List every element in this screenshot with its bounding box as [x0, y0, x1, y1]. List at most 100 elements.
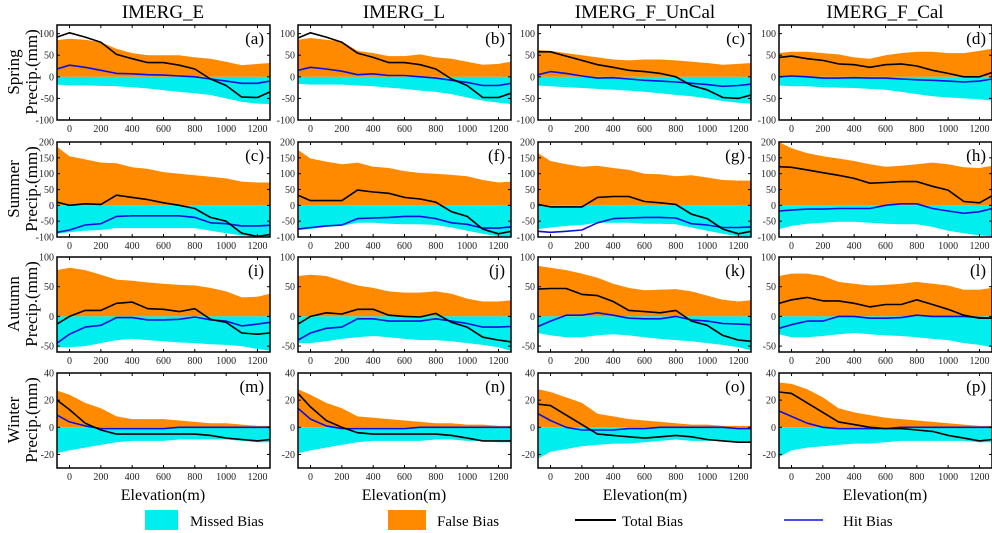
- column-titles: IMERG_E IMERG_L IMERG_F_UnCal IMERG_F_Ca…: [122, 2, 944, 23]
- x-tick-label: 0: [548, 241, 553, 252]
- missed-bias-area: [298, 427, 511, 454]
- y-tick-label: 50: [285, 185, 295, 196]
- x-tick-label: 200: [334, 124, 349, 135]
- panel-letter-label: (f): [488, 146, 505, 165]
- y-tick-label: 0: [771, 201, 776, 212]
- x-tick-label: 0: [67, 124, 72, 135]
- y-tick-label: 100: [761, 169, 776, 180]
- total-bias-line: [298, 31, 511, 99]
- plot-area: [57, 31, 270, 104]
- y-tick-label: -20: [282, 450, 295, 461]
- false-bias-area: [57, 38, 270, 77]
- panel-p: 0 200 400 600 800 1000 1200 -20 0 20 40 (p): [763, 369, 992, 483]
- x-tick-label: 0: [67, 241, 72, 252]
- y-tick-label: 0: [290, 423, 295, 434]
- panel-letter-label: (b): [485, 29, 505, 48]
- false-bias-area: [538, 389, 751, 428]
- x-tick-label: 200: [574, 472, 589, 483]
- plot-area: [57, 146, 270, 237]
- x-tick-label: 0: [789, 356, 794, 367]
- x-tick-label: 800: [668, 356, 683, 367]
- plot-area: [538, 265, 751, 351]
- y-tick-label: -50: [522, 342, 535, 353]
- y-tick-label: 100: [761, 253, 776, 264]
- x-tick-label: 200: [815, 124, 830, 135]
- plot-area: [538, 389, 751, 459]
- hit-bias-line: [57, 64, 270, 85]
- x-tick-label: 1200: [247, 356, 267, 367]
- panel-letter-label: (i): [248, 261, 264, 280]
- x-tick-label: 800: [187, 356, 202, 367]
- x-tick-label: 200: [93, 124, 108, 135]
- y-tick-label: -50: [522, 217, 535, 228]
- y-tick-label: 100: [520, 169, 535, 180]
- y-tick-label: 50: [44, 282, 54, 293]
- y-tick-label: -100: [517, 116, 535, 127]
- missed-bias-area: [779, 76, 992, 101]
- x-tick-label: 600: [637, 472, 652, 483]
- x-tick-label: 600: [397, 472, 412, 483]
- panel-letter-label: (p): [966, 377, 986, 396]
- x-tick-label: 600: [156, 356, 171, 367]
- y-tick-label: -50: [282, 342, 295, 353]
- total-bias-line: [779, 391, 992, 442]
- x-tick-label: 200: [93, 472, 108, 483]
- hit-bias-line: [538, 311, 751, 328]
- plot-area: [538, 50, 751, 104]
- x-tick-label: 400: [606, 472, 621, 483]
- y-tick-label: 200: [520, 138, 535, 149]
- x-tick-label: 200: [815, 241, 830, 252]
- missed-bias-area: [298, 76, 511, 104]
- x-tick-label: 0: [789, 472, 794, 483]
- x-tick-label: 0: [308, 472, 313, 483]
- x-tick-label: 1200: [728, 356, 748, 367]
- panel-m: 0 200 400 600 800 1000 1200 -20 0 20 40 (m): [41, 369, 271, 483]
- x-tick-label: 1000: [457, 472, 477, 483]
- x-axis-labels: Elevation(m) Elevation(m) Elevation(m) E…: [121, 487, 927, 504]
- x-tick-label: 1200: [488, 356, 508, 367]
- x-tick-label: 600: [397, 124, 412, 135]
- x-tick-label: 200: [93, 241, 108, 252]
- y-tick-label: 150: [39, 153, 54, 164]
- missed-bias-area: [57, 76, 270, 104]
- y-tick-label: 200: [761, 138, 776, 149]
- x-axis-label: Elevation(m): [843, 487, 927, 504]
- panel-letter-label: (l): [970, 261, 986, 280]
- y-tick-label: 40: [285, 369, 295, 380]
- x-tick-label: 1000: [938, 356, 958, 367]
- x-tick-label: 800: [187, 472, 202, 483]
- hit-bias-line: [538, 216, 751, 234]
- x-tick-label: 600: [637, 241, 652, 252]
- y-tick-label: -100: [758, 116, 776, 127]
- plot-area: [298, 31, 511, 104]
- y-tick-label: 150: [280, 153, 295, 164]
- false-bias-area: [57, 390, 270, 428]
- x-tick-label: 1000: [697, 124, 717, 135]
- missed-bias-area: [57, 427, 270, 454]
- x-tick-label: 1200: [728, 241, 748, 252]
- y-tick-label: -50: [282, 217, 295, 228]
- false-bias-area: [779, 142, 992, 206]
- x-tick-label: 200: [574, 124, 589, 135]
- column-title: IMERG_F_UnCal: [575, 2, 715, 23]
- y-tick-label: 100: [280, 253, 295, 264]
- panel-letter-label: (o): [725, 377, 745, 396]
- x-tick-label: 1000: [938, 241, 958, 252]
- legend-label-missed: Missed Bias: [190, 514, 264, 530]
- y-tick-label: -50: [41, 342, 54, 353]
- false-bias-area: [298, 38, 511, 77]
- hit-bias-line: [298, 407, 511, 430]
- panel-l: 0 200 400 600 800 1000 1200 -50 0 50 100 (l): [761, 253, 992, 367]
- x-tick-label: 400: [366, 356, 381, 367]
- x-tick-label: 400: [366, 472, 381, 483]
- y-tick-label: -50: [41, 217, 54, 228]
- x-tick-label: 400: [847, 124, 862, 135]
- x-tick-label: 800: [668, 472, 683, 483]
- x-tick-label: 400: [125, 241, 140, 252]
- x-tick-label: 600: [637, 124, 652, 135]
- x-axis-label: Elevation(m): [603, 487, 687, 504]
- panel-letter-label: (g): [725, 146, 745, 165]
- y-tick-label: 40: [525, 369, 535, 380]
- x-tick-label: 800: [428, 472, 443, 483]
